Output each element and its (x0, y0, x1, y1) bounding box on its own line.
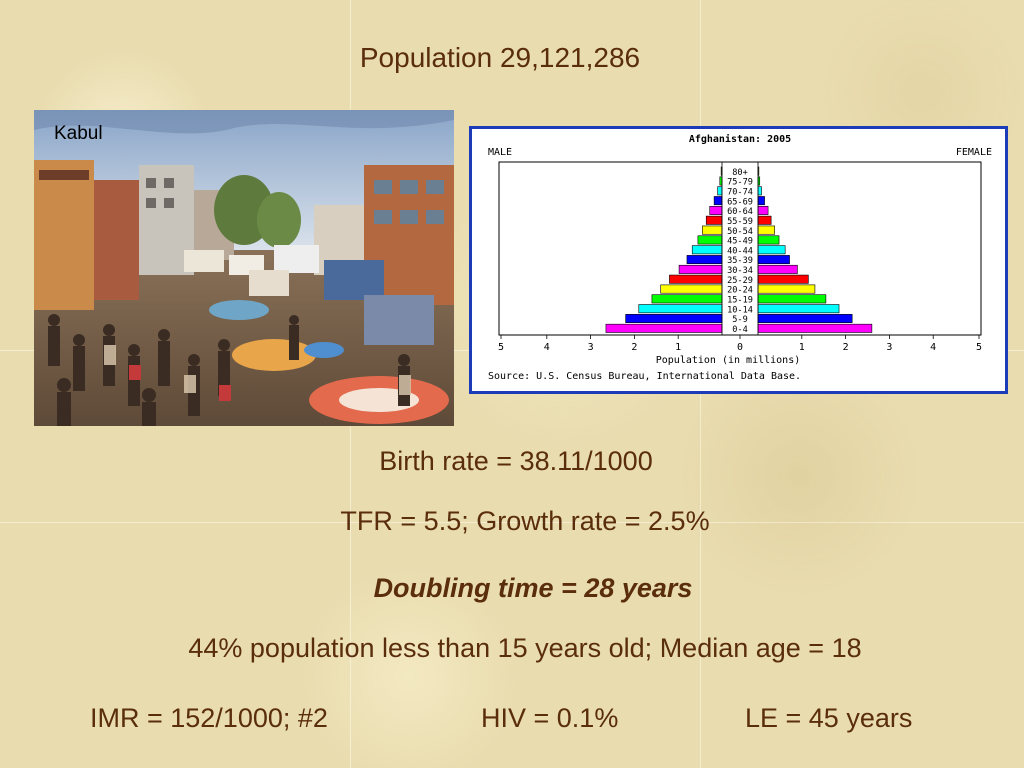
male-bar-60-64 (709, 205, 723, 215)
male-bar-35-39 (686, 255, 723, 265)
female-bar-5-9 (757, 314, 853, 323)
age-label: 10-14 (727, 305, 753, 315)
male-bar-40-44 (691, 245, 723, 255)
age-label: 0-4 (732, 325, 748, 335)
doubling-time-text: Doubling time = 28 years (373, 573, 693, 603)
x-ticks-group: 5 4 3 2 1 0 1 2 3 4 5 (498, 335, 982, 353)
male-bar-65-69 (713, 196, 723, 206)
x-tick-label: 3 (588, 342, 594, 353)
source-note: Source: U.S. Census Bureau, Internationa… (488, 371, 801, 382)
x-tick-label: 5 (976, 342, 982, 353)
street-scene-image: Kabul (34, 110, 454, 426)
population-pyramid-chart: Afghanistan: 2005 MALE FEMALE 0-4 5-9 10-1… (469, 126, 1008, 394)
x-tick-label: 0 (737, 342, 743, 353)
age-label: 30-34 (727, 266, 753, 276)
age-label: 50-54 (727, 227, 753, 237)
male-bar-15-19 (651, 294, 723, 304)
slide-title: Population 29,121,286 (359, 42, 641, 73)
x-tick-label: 5 (498, 342, 504, 353)
plot-area (498, 161, 982, 336)
photo-label: Kabul (54, 123, 103, 144)
female-bar-10-14 (757, 304, 840, 314)
bars-group (605, 162, 873, 335)
age-label: 35-39 (727, 256, 753, 266)
imr-text: IMR = 152/1000; #2 (90, 703, 328, 733)
kabul-street-photo: Kabul (34, 110, 454, 426)
chart-title: Afghanistan: 2005 (689, 133, 791, 145)
female-bar-70-74 (757, 186, 762, 196)
age-label: 70-74 (727, 187, 753, 197)
female-label: FEMALE (956, 147, 992, 158)
x-tick-label: 2 (843, 342, 849, 353)
age-labels-group: 0-45-910-1415-1920-2425-2930-3435-3940-4… (727, 168, 753, 335)
male-bar-10-14 (638, 304, 723, 314)
male-bar-45-49 (697, 235, 723, 245)
pyramid-svg: Afghanistan: 2005 MALE FEMALE 0-45-910-1… (488, 133, 992, 382)
age-label: 20-24 (727, 286, 753, 296)
female-bar-25-29 (757, 274, 809, 284)
male-bar-0-4 (605, 323, 723, 333)
x-tick-label: 4 (930, 342, 936, 353)
male-bar-5-9 (625, 314, 723, 323)
female-bar-55-59 (757, 215, 772, 225)
male-bar-20-24 (660, 284, 723, 294)
x-tick-label: 4 (544, 342, 550, 353)
age-label: 60-64 (727, 207, 753, 217)
age-label: 55-59 (727, 217, 753, 227)
birth-rate-text: Birth rate = 38.11/1000 (379, 446, 653, 476)
male-label: MALE (488, 147, 512, 158)
x-tick-label: 1 (675, 342, 681, 353)
female-bar-40-44 (757, 245, 786, 255)
x-tick-label: 3 (886, 342, 892, 353)
female-bar-60-64 (757, 205, 769, 215)
hiv-text: HIV = 0.1% (481, 703, 619, 733)
female-bar-65-69 (757, 196, 765, 206)
life-expectancy-text: LE = 45 years (745, 703, 913, 733)
female-bar-30-34 (757, 264, 798, 274)
female-bar-35-39 (757, 255, 790, 265)
male-bar-25-29 (669, 274, 723, 284)
age-label: 65-69 (727, 197, 753, 207)
young-population-text: 44% population less than 15 years old; M… (188, 633, 862, 663)
male-bar-50-54 (701, 225, 723, 235)
age-label: 75-79 (727, 178, 753, 188)
age-label: 40-44 (727, 246, 753, 256)
age-label: 25-29 (727, 276, 753, 286)
male-bar-55-59 (705, 215, 723, 225)
age-label: 45-49 (727, 237, 753, 247)
age-label: 5-9 (732, 315, 748, 325)
female-bar-15-19 (757, 294, 827, 304)
male-bar-30-34 (678, 264, 723, 274)
x-tick-label: 2 (631, 342, 637, 353)
age-label: 80+ (732, 168, 748, 178)
female-bar-50-54 (757, 225, 775, 235)
tfr-growth-text: TFR = 5.5; Growth rate = 2.5% (340, 506, 710, 536)
age-label: 15-19 (727, 296, 753, 306)
female-bar-20-24 (757, 284, 816, 294)
x-axis-label: Population (in millions) (656, 355, 801, 366)
male-bar-70-74 (717, 186, 723, 196)
x-tick-label: 1 (799, 342, 805, 353)
female-bar-45-49 (757, 235, 780, 245)
texture-seam (0, 522, 1024, 523)
female-bar-0-4 (757, 323, 873, 333)
